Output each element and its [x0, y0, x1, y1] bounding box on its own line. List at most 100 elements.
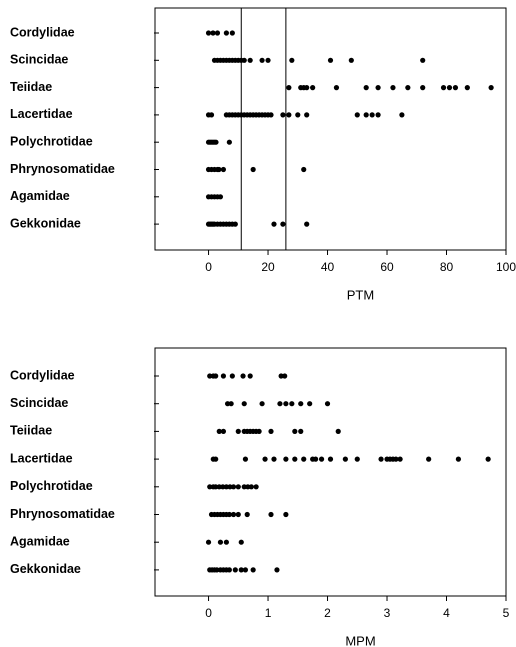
data-point [375, 112, 381, 118]
data-point [280, 221, 286, 227]
data-point [256, 428, 262, 434]
data-point [241, 401, 247, 407]
data-point [216, 484, 222, 490]
data-point [248, 484, 254, 490]
data-point [342, 456, 348, 462]
data-point [213, 484, 219, 490]
data-point [310, 85, 316, 91]
data-point [213, 373, 219, 379]
data-point [238, 539, 244, 545]
data-point [253, 484, 259, 490]
data-point [289, 401, 295, 407]
x-axis-title: PTM [347, 287, 374, 302]
data-point [292, 428, 298, 434]
data-point [214, 567, 220, 573]
category-label: Cordylidae [10, 25, 75, 39]
data-point [213, 456, 219, 462]
data-point [278, 373, 284, 379]
data-point [369, 112, 375, 118]
data-point [205, 30, 212, 36]
data-point [485, 456, 491, 462]
data-point [452, 85, 459, 91]
data-point [292, 456, 298, 462]
data-point [327, 456, 334, 462]
data-point [304, 85, 310, 91]
data-point [464, 85, 470, 91]
data-point [217, 539, 224, 545]
category-label: Scincidae [10, 53, 68, 67]
data-point [210, 30, 216, 36]
x-tick-label: 5 [503, 606, 510, 620]
category-label: Agamidae [10, 534, 70, 548]
data-point [229, 373, 235, 379]
data-point [223, 30, 229, 36]
data-point [224, 401, 231, 407]
data-point [235, 428, 241, 434]
data-point [283, 456, 289, 462]
x-tick-label: 0 [205, 606, 212, 620]
data-point [426, 456, 432, 462]
data-point [241, 57, 247, 63]
x-tick-label: 20 [261, 260, 275, 274]
data-point [247, 373, 253, 379]
data-point [440, 85, 447, 91]
data-point [271, 456, 277, 462]
data-point [226, 567, 232, 573]
data-point [250, 166, 256, 173]
data-point [262, 456, 268, 462]
data-point [393, 456, 399, 462]
data-point [238, 567, 244, 573]
data-point [280, 112, 286, 118]
x-tick-label: 40 [321, 260, 335, 274]
data-point [301, 166, 307, 173]
data-point [298, 428, 304, 434]
data-point [304, 221, 310, 227]
data-point [327, 57, 334, 63]
data-point [230, 511, 237, 518]
data-point [295, 112, 301, 118]
data-point [304, 112, 310, 118]
x-tick-label: 0 [205, 260, 212, 274]
data-point [228, 401, 234, 407]
data-point [213, 139, 219, 145]
data-point [268, 112, 274, 118]
data-point [405, 85, 411, 91]
data-point [455, 456, 462, 462]
data-point [241, 484, 247, 490]
data-point [259, 57, 265, 63]
plot-frame [154, 7, 507, 251]
x-tick-label: 1 [265, 606, 272, 620]
category-label: Polychrotidae [10, 134, 93, 148]
data-point [354, 456, 360, 462]
category-label: Phrynosomatidae [10, 507, 115, 521]
data-point [420, 85, 426, 91]
x-tick-label: 80 [440, 260, 454, 274]
x-tick-label: 4 [443, 606, 450, 620]
data-point [245, 484, 251, 490]
data-point [378, 456, 384, 462]
data-point [232, 567, 238, 573]
data-point [247, 57, 253, 63]
data-point [226, 139, 232, 145]
data-point [488, 85, 494, 91]
data-point [220, 166, 227, 173]
data-point [375, 85, 381, 91]
x-tick-label: 3 [384, 606, 391, 620]
data-point [242, 567, 249, 573]
category-label: Lacertidae [10, 451, 73, 465]
data-point [223, 539, 229, 545]
data-point [214, 30, 221, 36]
data-point [240, 373, 246, 379]
data-point [208, 112, 215, 118]
category-label: Agamidae [10, 189, 70, 203]
data-point [363, 85, 369, 91]
data-point [220, 428, 227, 434]
data-point [399, 112, 405, 118]
plot-frame [154, 347, 507, 597]
data-point [230, 484, 237, 490]
data-point [235, 511, 241, 518]
data-point [207, 484, 213, 490]
category-label: Polychrotidae [10, 479, 93, 493]
data-point [363, 112, 369, 118]
